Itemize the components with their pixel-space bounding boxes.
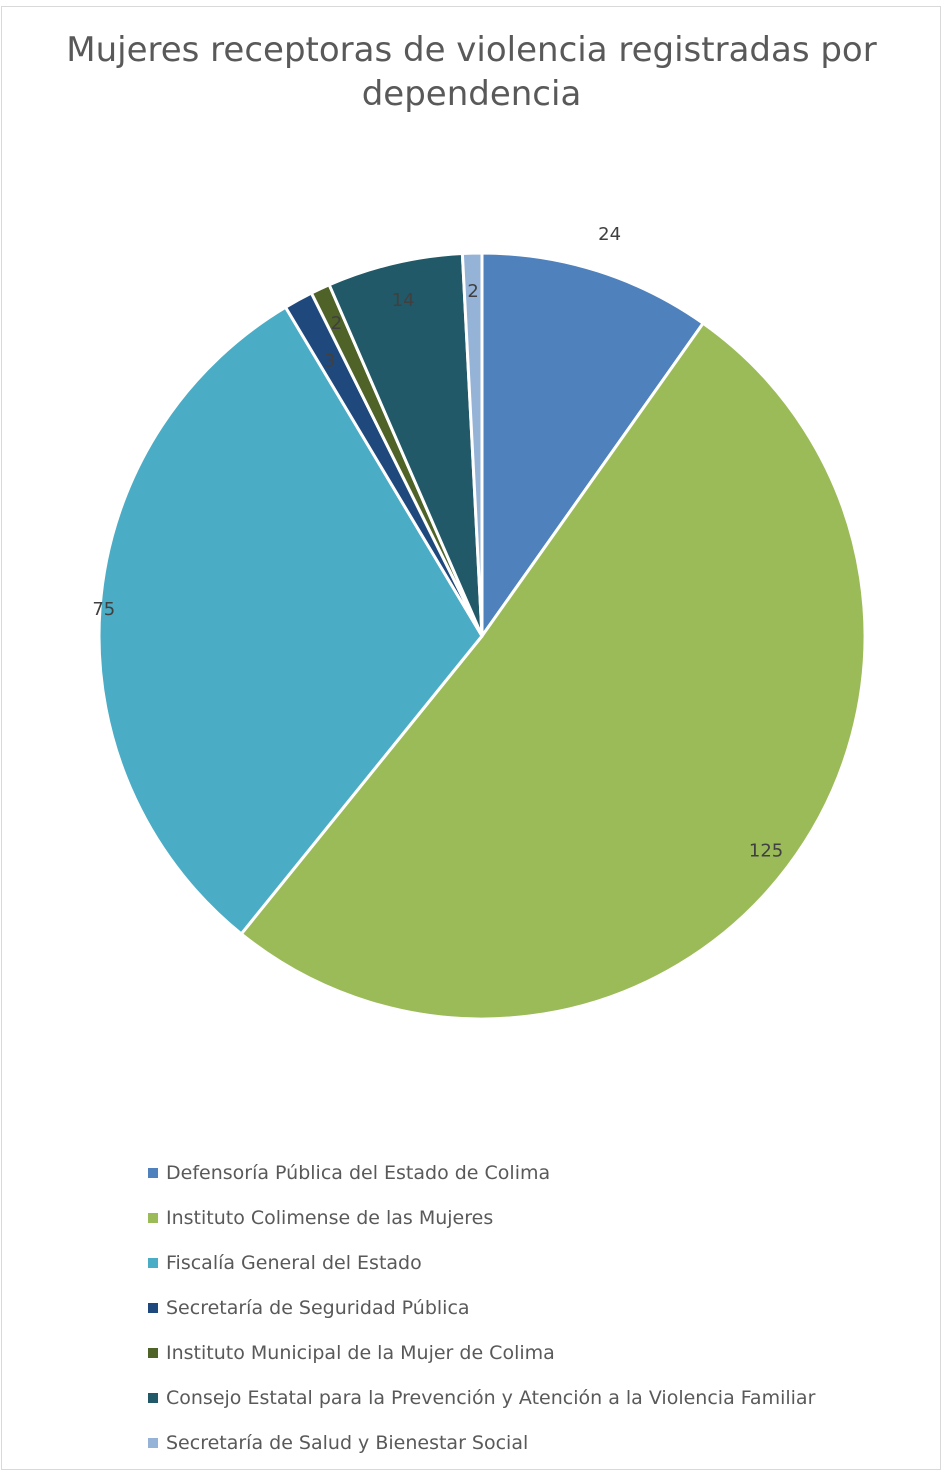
legend-label: Secretaría de Salud y Bienestar Social xyxy=(166,1431,529,1454)
data-label-instituto-municipal-de-la-mujer-de-colima: 2 xyxy=(331,313,342,334)
legend-label: Instituto Colimense de las Mujeres xyxy=(166,1206,494,1229)
data-label-defensoria-publica-del-estado-de-colima: 24 xyxy=(598,224,621,245)
legend-label: Secretaría de Seguridad Pública xyxy=(166,1296,470,1319)
legend-item-instituto-municipal-de-la-mujer-de-colima: Instituto Municipal de la Mujer de Colim… xyxy=(148,1330,815,1375)
pie-slices xyxy=(97,251,867,1021)
data-label-secretaria-de-seguridad-publica: 3 xyxy=(324,351,335,372)
legend-swatch xyxy=(148,1167,158,1178)
legend-item-secretaria-de-seguridad-publica: Secretaría de Seguridad Pública xyxy=(148,1285,815,1330)
pie-slice-defensoria-publica-del-estado-de-colima xyxy=(480,251,705,638)
legend-label: Consejo Estatal para la Prevención y Ate… xyxy=(166,1386,816,1409)
legend-swatch xyxy=(148,1347,158,1358)
pie-slice-secretaria-de-salud-y-bienestar-social xyxy=(460,251,484,638)
legend-swatch xyxy=(148,1257,158,1268)
legend-swatch xyxy=(148,1392,158,1403)
pie-slice-consejo-estatal-para-la-prevencion-y-atencion-a-la-violencia-familiar xyxy=(327,252,484,638)
legend-label: Fiscalía General del Estado xyxy=(166,1251,422,1274)
legend-item-secretaria-de-salud-y-bienestar-social: Secretaría de Salud y Bienestar Social xyxy=(148,1420,815,1465)
data-label-consejo-estatal-para-la-prevencion-y-atencion-a-la-violencia-familiar: 14 xyxy=(392,290,415,311)
legend-item-consejo-estatal-para-la-prevencion-y-atencion-a-la-violencia-familiar: Consejo Estatal para la Prevención y Ate… xyxy=(148,1375,815,1420)
chart-legend: Defensoría Pública del Estado de Colima I… xyxy=(148,1150,815,1465)
legend-item-instituto-colimense-de-las-mujeres: Instituto Colimense de las Mujeres xyxy=(148,1195,815,1240)
data-label-secretaria-de-salud-y-bienestar-social: 2 xyxy=(467,281,478,302)
legend-label: Defensoría Pública del Estado de Colima xyxy=(166,1161,551,1184)
legend-label: Instituto Municipal de la Mujer de Colim… xyxy=(166,1341,555,1364)
data-label-fiscalia-general-del-estado: 75 xyxy=(92,599,115,620)
pie-slice-fiscalia-general-del-estado xyxy=(97,305,484,936)
chart-title: Mujeres receptoras de violencia registra… xyxy=(66,30,877,114)
legend-item-defensoria-publica-del-estado-de-colima: Defensoría Pública del Estado de Colima xyxy=(148,1150,815,1195)
data-label-instituto-colimense-de-las-mujeres: 125 xyxy=(749,840,783,861)
legend-swatch xyxy=(148,1302,158,1313)
legend-swatch xyxy=(148,1212,158,1223)
pie-slice-instituto-colimense-de-las-mujeres xyxy=(239,321,867,1021)
pie-chart: 24 125 75 3 2 14 2 xyxy=(92,224,867,1021)
legend-swatch xyxy=(148,1437,158,1448)
pie-data-labels: 24 125 75 3 2 14 2 xyxy=(92,224,783,861)
legend-item-fiscalia-general-del-estado: Fiscalía General del Estado xyxy=(148,1240,815,1285)
